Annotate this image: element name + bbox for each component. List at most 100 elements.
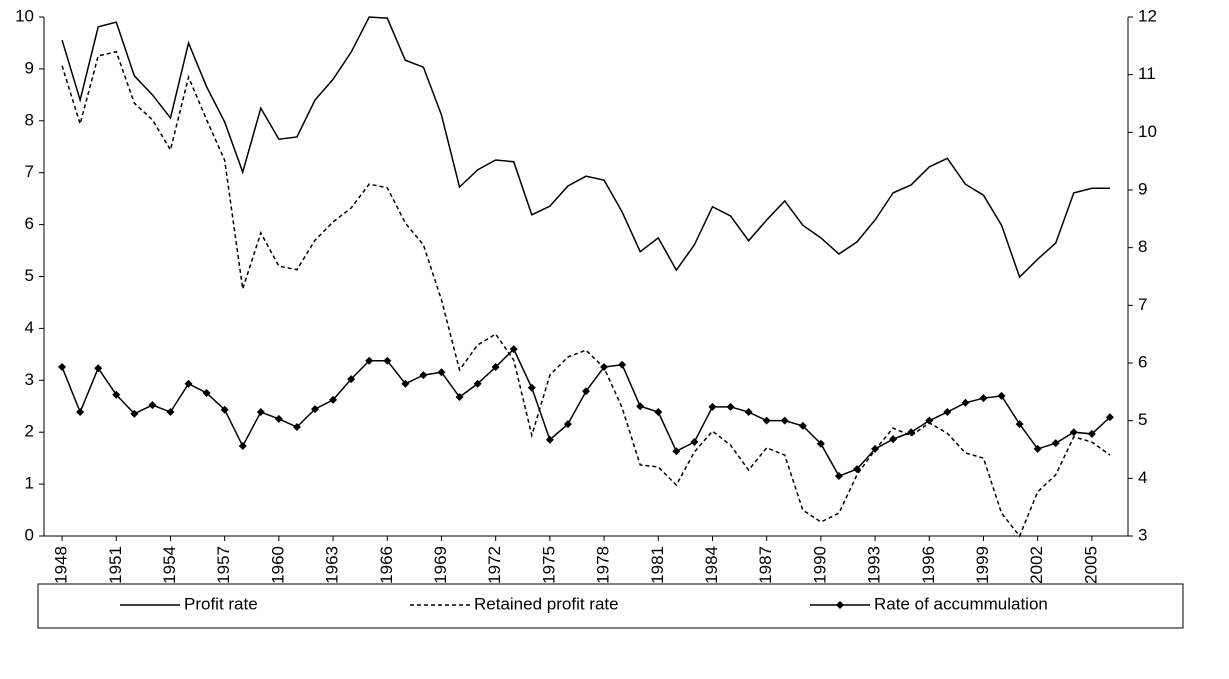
x-tick-label: 2005 [1081,546,1100,584]
x-tick-label: 1996 [919,546,938,584]
series-marker [202,388,211,397]
series-marker [256,408,265,417]
x-tick-label: 1963 [323,546,342,584]
x-tick-label: 2002 [1027,546,1046,584]
y2-tick-label: 12 [1138,6,1157,25]
series-marker [762,416,771,425]
y-tick-label: 5 [25,266,34,285]
y2-tick-label: 6 [1138,352,1147,371]
series-line [61,16,1110,279]
y2-tick-label: 8 [1138,237,1147,256]
series-marker [853,465,861,474]
x-tick-label: 1957 [214,546,233,584]
series-marker [130,409,139,418]
y2-tick-label: 3 [1138,525,1147,544]
series-marker [997,391,1006,400]
series-marker [654,408,663,417]
series-marker [798,421,807,430]
series-marker [491,363,500,372]
series-marker [112,390,121,399]
series-marker [889,435,898,444]
series-marker [726,402,735,411]
series-marker [76,408,85,417]
x-tick-label: 1993 [865,546,884,584]
series-line [61,50,1111,538]
y-tick-label: 10 [15,6,34,25]
series-marker [437,368,446,377]
series-marker [527,383,536,392]
series-marker [347,375,356,384]
series-marker [780,416,789,425]
series-line [61,347,1111,477]
series-marker [148,401,157,410]
y2-tick-label: 9 [1138,179,1147,198]
series-marker [329,395,338,404]
series-marker [690,438,699,447]
y2-tick-label: 11 [1138,64,1156,83]
series-marker [708,402,717,411]
series-marker [925,416,934,425]
series-marker [166,408,175,417]
x-tick-label: 1981 [648,546,667,584]
series-marker [238,442,247,451]
series-marker [1015,420,1024,429]
series-marker [618,360,627,369]
y2-tick-label: 10 [1138,122,1157,141]
series-marker [1087,429,1096,438]
series-marker [292,423,301,432]
legend-label: Retained profit rate [474,594,619,613]
y-tick-label: 4 [25,318,34,337]
legend-label: Rate of accummulation [874,594,1048,613]
x-tick-label: 1951 [106,546,125,584]
y2-tick-label: 7 [1138,295,1147,314]
series-marker [383,356,392,365]
series-marker [871,444,880,453]
legend-box [37,583,1184,629]
series-marker [58,363,67,372]
series-marker [1069,428,1078,437]
legend-label: Profit rate [184,594,258,613]
series-marker [961,398,970,407]
x-tick-label: 1987 [756,546,775,584]
y-tick-label: 6 [25,214,34,233]
series-marker [509,345,518,354]
x-tick-label: 1972 [485,546,504,584]
series-marker [1105,413,1114,422]
x-tick-label: 1984 [702,546,721,584]
y-tick-label: 9 [25,58,34,77]
y2-tick-label: 5 [1138,410,1147,429]
y-tick-label: 8 [25,110,34,129]
y-tick-label: 1 [25,474,34,493]
series-marker [545,435,554,444]
y-tick-label: 3 [25,370,34,389]
x-tick-label: 1948 [52,546,71,584]
x-tick-label: 1960 [268,546,287,584]
y-tick-label: 7 [25,162,34,181]
series-marker [220,405,229,414]
y-tick-label: 0 [25,525,34,544]
x-tick-label: 1975 [539,546,558,584]
series-marker [943,408,952,417]
series-marker [1033,444,1042,453]
series-marker [834,472,843,481]
series-marker [473,379,482,388]
x-tick-label: 1999 [973,546,992,584]
series-marker [672,447,681,456]
series-marker [94,364,103,373]
series-marker [563,420,572,429]
series-marker [1051,439,1060,448]
series-marker [907,428,916,437]
legend-marker [836,601,844,609]
series-marker [816,439,825,448]
x-tick-label: 1978 [594,546,613,584]
x-tick-label: 1990 [810,546,829,584]
series-marker [455,393,464,402]
series-marker [184,379,193,388]
y-tick-label: 2 [25,422,34,441]
series-marker [979,394,988,403]
series-marker [744,408,753,417]
x-tick-label: 1954 [160,546,179,584]
series-marker [419,371,428,380]
series-marker [311,405,319,414]
